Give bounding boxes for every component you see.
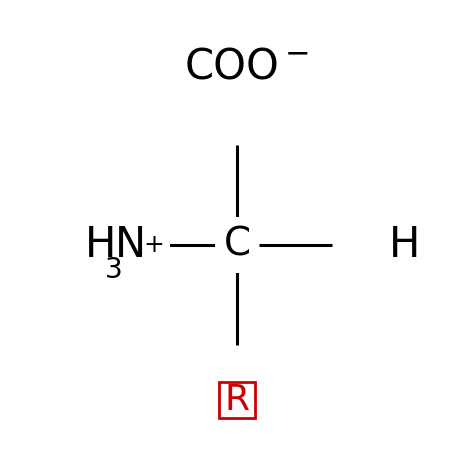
Text: −: −: [285, 39, 310, 69]
Text: H: H: [85, 224, 117, 266]
Text: H₃N⁺: H₃N⁺: [53, 224, 154, 266]
Text: H: H: [389, 224, 421, 266]
Text: C: C: [223, 226, 251, 264]
Bar: [219, 382, 255, 418]
Text: R: R: [225, 383, 249, 417]
Text: +: +: [143, 233, 164, 257]
Text: COO: COO: [184, 47, 280, 89]
Text: N: N: [115, 224, 146, 266]
Text: 3: 3: [105, 256, 123, 284]
